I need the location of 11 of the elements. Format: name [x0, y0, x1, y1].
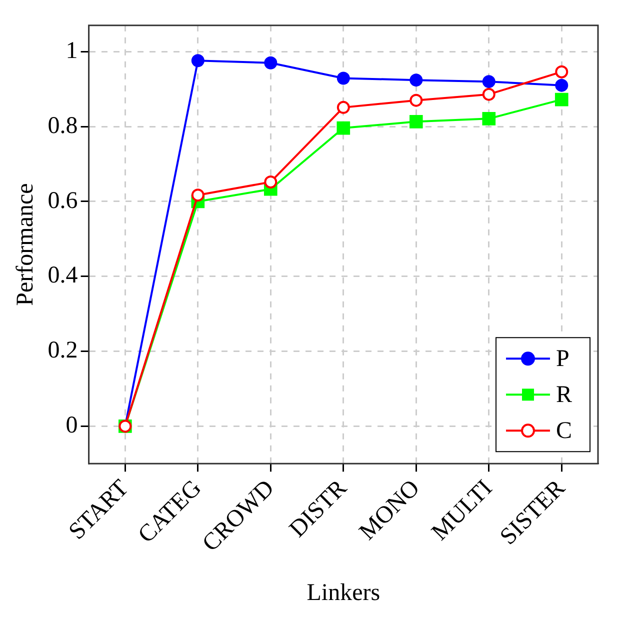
y-tick-label: 0	[66, 412, 78, 439]
y-tick-label: 0.8	[48, 112, 78, 139]
y-axis-title: Performance	[12, 183, 39, 306]
y-tick-label: 0.6	[48, 188, 78, 214]
y-tick-label: 0.4	[48, 262, 78, 289]
y-tick-label: 0.2	[48, 338, 78, 364]
legend-label: C	[556, 418, 572, 444]
x-axis-title: Linkers	[306, 580, 380, 606]
legend-label: R	[556, 382, 572, 408]
y-tick-label: 1	[66, 38, 78, 64]
legend-label: P	[556, 346, 570, 372]
